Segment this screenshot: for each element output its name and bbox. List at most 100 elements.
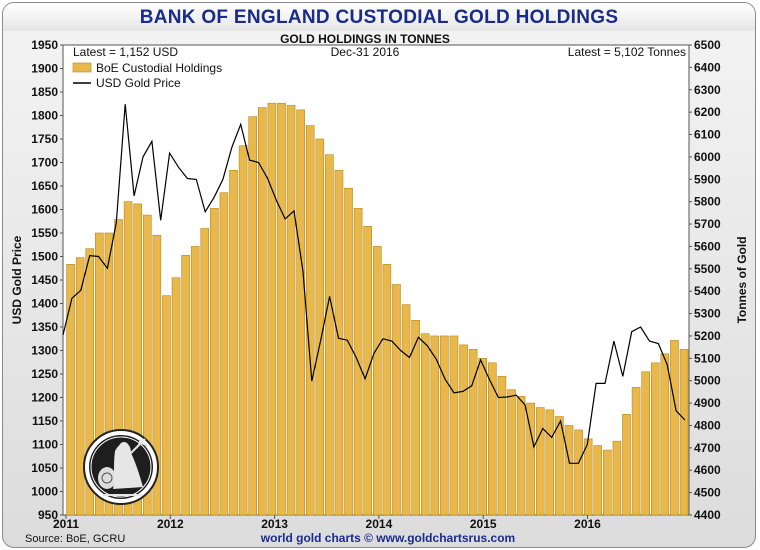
holdings-bar xyxy=(459,344,468,516)
latest-price-label: Latest = 1,152 USD xyxy=(73,45,178,59)
right-tick-label: 5000 xyxy=(694,374,721,388)
holdings-bar xyxy=(152,234,162,516)
x-tick-label: 2013 xyxy=(261,517,288,531)
holdings-bar xyxy=(430,335,440,516)
right-tick-label: 4900 xyxy=(694,396,721,410)
holdings-bar xyxy=(440,335,449,516)
price-line xyxy=(62,104,686,464)
holdings-bar xyxy=(75,257,85,516)
holdings-bar xyxy=(229,170,238,516)
holdings-bar xyxy=(612,440,622,516)
left-tick-label: 1800 xyxy=(31,109,58,123)
legend-label-price: USD Gold Price xyxy=(96,76,181,90)
right-tick-label: 6000 xyxy=(694,150,721,164)
holdings-bar xyxy=(171,277,181,516)
holdings-bar xyxy=(315,138,325,516)
right-tick-label: 6300 xyxy=(694,83,721,97)
right-tick-label: 5200 xyxy=(694,329,721,343)
left-tick-label: 1050 xyxy=(31,461,58,475)
left-tick-label: 1650 xyxy=(31,179,58,193)
holdings-bar xyxy=(564,425,574,516)
x-tick-label: 2012 xyxy=(157,517,184,531)
legend: BoE Custodial Holdings USD Gold Price xyxy=(72,61,222,90)
holdings-bar xyxy=(593,445,603,516)
left-tick-label: 1850 xyxy=(31,85,58,99)
x-tick-label: 2011 xyxy=(53,517,79,531)
right-tick-label: 6200 xyxy=(694,105,721,119)
x-tick-label: 2015 xyxy=(470,517,497,531)
left-tick-label: 1700 xyxy=(31,156,58,170)
left-tick-label: 1350 xyxy=(31,320,58,334)
holdings-bar xyxy=(603,449,612,516)
right-tick-label: 4800 xyxy=(694,419,721,433)
right-tick-label: 4700 xyxy=(694,441,721,455)
left-tick-label: 1450 xyxy=(31,273,58,287)
holdings-bar xyxy=(325,154,334,516)
holdings-bar xyxy=(114,219,123,516)
left-axis-label: USD Gold Price xyxy=(10,235,24,324)
holdings-bar xyxy=(133,203,142,516)
holdings-bar xyxy=(401,304,411,516)
right-tick-label: 5700 xyxy=(694,217,721,231)
legend-label-holdings: BoE Custodial Holdings xyxy=(96,61,222,75)
holdings-bar xyxy=(449,335,459,516)
holdings-bar xyxy=(248,116,257,516)
right-tick-label: 4400 xyxy=(694,508,721,522)
holdings-bar xyxy=(382,264,392,516)
holdings-bar xyxy=(488,362,497,516)
holdings-bar xyxy=(507,389,516,516)
holdings-bar xyxy=(286,105,296,516)
right-tick-label: 6100 xyxy=(694,128,721,142)
holdings-bar xyxy=(267,102,277,516)
holdings-bar xyxy=(660,353,670,516)
holdings-bar xyxy=(373,246,382,516)
right-tick-label: 5400 xyxy=(694,284,721,298)
right-tick-label: 4500 xyxy=(694,486,721,500)
x-axis-ticks: 2011 2012 2013 2014 2015 2016 xyxy=(53,515,601,531)
right-tick-label: 4600 xyxy=(694,463,721,477)
holdings-bar xyxy=(334,170,344,516)
credit-link[interactable]: world gold charts © www.goldchartsrus.co… xyxy=(260,531,515,545)
left-tick-label: 1000 xyxy=(31,485,58,499)
holdings-bar xyxy=(296,109,305,516)
right-tick-label: 5100 xyxy=(694,351,721,365)
right-axis-label: Tonnes of Gold xyxy=(735,236,749,323)
holdings-bar xyxy=(555,416,564,516)
right-tick-label: 5500 xyxy=(694,262,721,276)
holdings-bar xyxy=(411,319,420,516)
chart-title: BANK OF ENGLAND CUSTODIAL GOLD HOLDINGS xyxy=(3,3,755,31)
left-tick-label: 1300 xyxy=(31,344,58,358)
source-note: Source: BoE, GCRU xyxy=(25,533,125,545)
holdings-bar xyxy=(535,407,545,516)
holdings-bar xyxy=(420,333,430,516)
holdings-bar xyxy=(257,107,267,516)
left-tick-label: 1250 xyxy=(31,367,58,381)
left-tick-label: 1750 xyxy=(31,132,58,146)
legend-swatch-holdings xyxy=(72,62,92,73)
holdings-bar xyxy=(95,232,104,516)
holdings-bar xyxy=(650,362,660,516)
holdings-bar xyxy=(574,429,583,516)
holdings-bar xyxy=(497,375,507,516)
holdings-bar xyxy=(181,255,190,516)
chart-area: GOLD HOLDINGS IN TONNES 950 1000 1050 1100 1… xyxy=(10,32,749,545)
holdings-bar xyxy=(583,438,593,516)
x-tick-label: 2016 xyxy=(574,517,601,531)
right-axis-ticks: 4400 4500 4600 4700 4800 4900 5000 5100 5200 5300… xyxy=(689,38,721,522)
right-tick-label: 5300 xyxy=(694,307,721,321)
holdings-bar xyxy=(190,246,200,516)
left-tick-label: 1500 xyxy=(31,250,58,264)
right-tick-label: 5800 xyxy=(694,195,721,209)
holdings-bar xyxy=(219,192,229,516)
left-tick-label: 1950 xyxy=(31,38,58,52)
holdings-bar xyxy=(85,248,95,516)
holdings-bar xyxy=(670,340,679,516)
left-tick-label: 1400 xyxy=(31,297,58,311)
holdings-bar xyxy=(478,358,488,516)
bar-series xyxy=(66,102,689,516)
holdings-bar xyxy=(344,187,353,516)
date-label: Dec-31 2016 xyxy=(331,45,400,59)
holdings-bar xyxy=(210,208,219,516)
boe-seal-icon xyxy=(83,429,159,505)
left-tick-label: 950 xyxy=(38,508,58,522)
